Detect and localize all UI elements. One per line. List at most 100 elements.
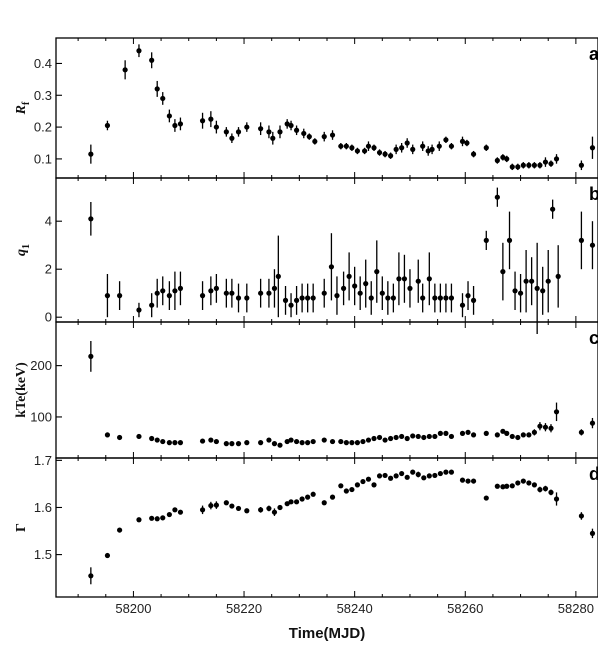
data-point <box>589 242 596 248</box>
y-axis-label-sub: f <box>21 101 32 105</box>
data-point <box>520 478 526 484</box>
data-point <box>310 295 316 301</box>
data-point <box>104 432 111 438</box>
data-point <box>305 440 311 446</box>
data-point <box>410 146 416 152</box>
data-point <box>293 438 300 445</box>
data-point <box>500 484 506 490</box>
data-point <box>299 295 305 301</box>
data-point <box>340 285 347 291</box>
data-point <box>410 469 416 475</box>
data-point <box>470 297 477 303</box>
data-point <box>208 288 214 294</box>
data-point <box>578 429 585 435</box>
data-point <box>415 471 421 478</box>
data-point <box>349 145 355 151</box>
data-point <box>437 295 443 301</box>
data-point <box>407 285 413 291</box>
data-point <box>542 424 549 430</box>
data-point <box>368 295 374 301</box>
data-point <box>160 515 166 521</box>
data-point <box>275 273 281 279</box>
data-point <box>223 441 229 447</box>
y-tick-label: 100 <box>30 409 52 424</box>
data-point <box>523 278 529 284</box>
data-point <box>104 552 111 559</box>
data-point <box>172 507 178 513</box>
data-point <box>223 500 229 506</box>
data-point <box>208 437 214 443</box>
data-point <box>354 148 361 154</box>
y-tick-label: 0.1 <box>34 151 52 166</box>
data-point <box>382 437 388 443</box>
data-point <box>432 433 438 440</box>
data-point <box>349 440 355 446</box>
data-point <box>149 435 155 442</box>
data-point <box>531 429 537 435</box>
data-point <box>393 146 399 152</box>
data-point <box>172 440 178 446</box>
data-point <box>448 143 455 149</box>
data-point <box>293 297 300 303</box>
data-point <box>388 475 394 481</box>
data-point <box>310 438 316 445</box>
data-point <box>177 509 184 515</box>
x-tick-label: 58260 <box>447 601 483 616</box>
plot-frame <box>55 37 598 179</box>
data-point <box>199 507 206 513</box>
data-point <box>542 159 549 165</box>
data-point <box>223 129 229 135</box>
data-point <box>399 470 405 477</box>
data-point <box>277 504 283 511</box>
data-point <box>172 122 178 129</box>
data-point <box>223 290 229 296</box>
data-point <box>578 162 585 168</box>
data-point <box>517 290 524 296</box>
data-point <box>136 433 142 440</box>
data-point <box>305 295 311 301</box>
data-point <box>306 134 312 140</box>
data-point <box>360 438 366 445</box>
data-point <box>385 295 391 301</box>
data-point <box>352 283 358 289</box>
data-point <box>494 157 500 164</box>
y-axis-label: q1 <box>14 244 32 256</box>
data-point <box>329 132 336 138</box>
panel-letter: a <box>589 44 598 64</box>
data-point <box>459 430 466 436</box>
data-point <box>393 473 399 479</box>
data-point <box>208 502 214 509</box>
data-point <box>509 164 515 170</box>
y-tick-label: 200 <box>30 358 52 373</box>
data-point <box>365 143 372 149</box>
data-point <box>526 162 532 168</box>
data-point <box>388 435 394 442</box>
data-point <box>363 281 369 287</box>
data-point <box>321 134 327 140</box>
data-point <box>399 433 405 440</box>
data-point <box>360 478 366 485</box>
data-point <box>589 145 596 151</box>
data-point <box>531 482 537 488</box>
data-point <box>421 475 427 481</box>
data-point <box>362 148 368 154</box>
data-point <box>235 505 242 512</box>
data-point <box>288 302 294 308</box>
data-point <box>166 440 172 446</box>
y-axis-label: kTe(keV) <box>14 362 29 418</box>
data-point <box>177 285 184 291</box>
data-point <box>104 122 111 129</box>
data-point <box>578 237 585 243</box>
data-point <box>365 437 372 443</box>
data-point <box>328 264 335 270</box>
data-point <box>166 511 172 518</box>
data-point <box>213 124 219 130</box>
data-point <box>448 295 455 301</box>
data-point <box>371 435 377 442</box>
data-point <box>258 440 264 446</box>
y-tick-label: 4 <box>45 214 52 229</box>
data-point <box>160 95 166 102</box>
data-point <box>399 145 405 151</box>
data-point <box>548 489 554 495</box>
data-point <box>415 433 421 440</box>
